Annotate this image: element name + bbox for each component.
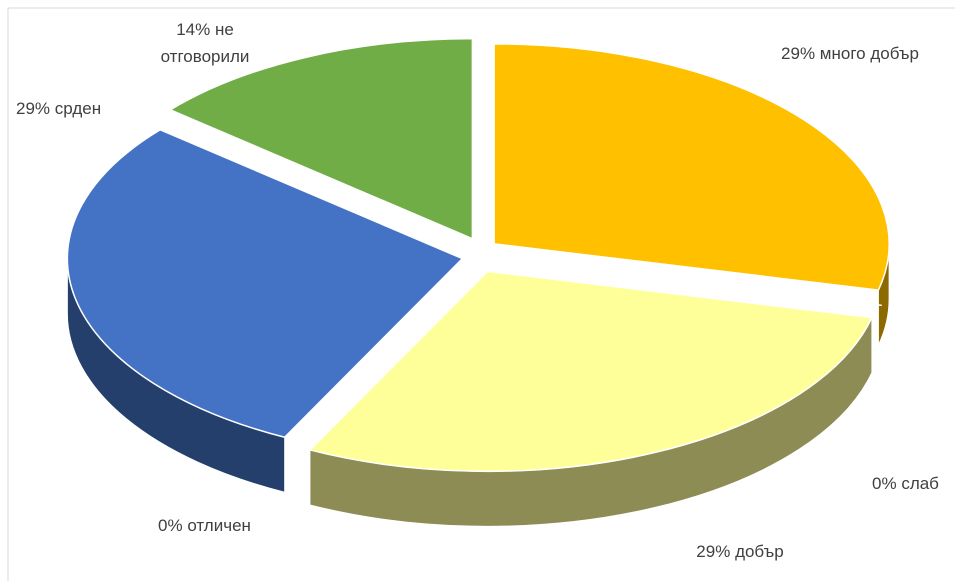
value-label: 0% <box>158 516 183 535</box>
value-label: 0% <box>872 474 897 493</box>
value-label: 29% <box>696 542 731 561</box>
category-label: добър <box>735 542 784 561</box>
slice <box>66 128 464 439</box>
data-label: 29% добър <box>660 538 820 565</box>
chart-border <box>7 7 955 581</box>
category-label: слаб <box>901 474 939 493</box>
slice <box>168 37 474 240</box>
data-label: 14% не отговорили <box>150 16 260 70</box>
value-label: 29% <box>781 44 816 63</box>
category-label: не отговорили <box>160 20 250 66</box>
slice <box>493 43 890 291</box>
data-label: 0% отличен <box>158 512 328 539</box>
category-label: много добър <box>819 44 919 63</box>
slice <box>308 270 874 473</box>
slice <box>293 270 473 451</box>
value-label: 29% <box>16 99 51 118</box>
category-label: срден <box>54 99 102 118</box>
category-label: отличен <box>187 516 251 535</box>
data-label: 29% срден <box>16 95 166 122</box>
value-label: 14% <box>176 20 211 39</box>
data-label: 29% много добър <box>780 40 920 67</box>
data-label: 0% слаб <box>872 470 955 497</box>
